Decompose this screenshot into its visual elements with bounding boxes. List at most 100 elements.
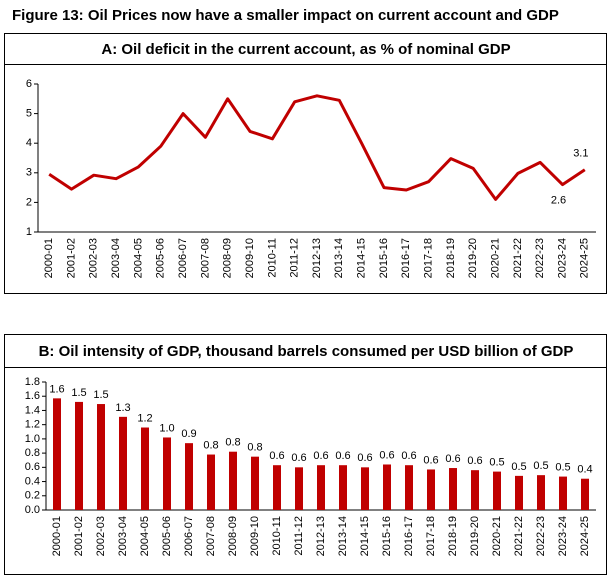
data-label: 0.5 (489, 457, 504, 469)
x-tick-label: 2008-09 (227, 516, 239, 556)
bar (449, 468, 457, 510)
x-tick-label: 2000-01 (51, 516, 63, 556)
data-label: 1.5 (71, 387, 86, 399)
data-label: 0.6 (467, 455, 482, 467)
y-tick-label: 2 (26, 196, 32, 208)
bar (559, 476, 567, 510)
bar (581, 478, 589, 510)
x-tick-label: 2013-14 (337, 516, 349, 556)
data-label: 0.6 (445, 453, 460, 465)
bar (251, 456, 259, 510)
data-label: 1.3 (115, 402, 130, 414)
x-tick-label: 2024-25 (579, 238, 591, 278)
x-tick-label: 2016-17 (400, 238, 412, 278)
data-label: 1.5 (93, 389, 108, 401)
bar (229, 451, 237, 510)
data-label: 0.8 (225, 437, 240, 449)
y-tick-label: 5 (26, 108, 32, 120)
y-tick-label: 0.2 (25, 490, 40, 502)
y-tick-label: 6 (26, 78, 32, 90)
data-label: 0.6 (291, 452, 306, 464)
x-tick-label: 2019-20 (469, 516, 481, 556)
data-label: 0.6 (269, 450, 284, 462)
data-label: 0.9 (181, 428, 196, 440)
x-tick-label: 2007-08 (205, 516, 217, 556)
y-tick-label: 4 (26, 137, 32, 149)
bar (537, 475, 545, 510)
x-tick-label: 2014-15 (359, 516, 371, 556)
x-tick-label: 2004-05 (139, 516, 151, 556)
y-tick-label: 1.0 (25, 433, 40, 445)
bar (163, 437, 171, 510)
data-label: 2.6 (551, 195, 566, 207)
data-label: 0.6 (313, 450, 328, 462)
x-tick-label: 2012-13 (311, 238, 323, 278)
y-tick-label: 0.0 (25, 504, 40, 516)
bar (405, 465, 413, 510)
y-tick-label: 1 (26, 226, 32, 238)
x-tick-label: 2018-19 (447, 516, 459, 556)
x-tick-label: 2006-07 (177, 238, 189, 278)
line (48, 94, 586, 201)
x-tick-label: 2022-23 (535, 516, 547, 556)
x-tick-label: 2023-24 (557, 516, 569, 556)
x-tick-label: 2004-05 (132, 238, 144, 278)
x-tick-label: 2018-19 (445, 238, 457, 278)
data-label: 1.2 (137, 412, 152, 424)
bar (383, 464, 391, 510)
bar (119, 416, 127, 510)
data-label: 1.0 (159, 422, 174, 434)
x-tick-label: 2020-21 (491, 516, 503, 556)
x-tick-label: 2003-04 (117, 516, 129, 556)
x-tick-label: 2015-16 (378, 238, 390, 278)
bar (493, 471, 501, 510)
x-tick-label: 2023-24 (556, 238, 568, 278)
x-tick-label: 2011-12 (289, 238, 301, 278)
x-tick-label: 2011-12 (293, 516, 305, 556)
y-tick-label: 0.6 (25, 461, 40, 473)
bar (273, 465, 281, 510)
data-label: 3.1 (573, 148, 588, 160)
x-tick-label: 2002-03 (88, 238, 100, 278)
data-label: 0.5 (511, 461, 526, 473)
y-tick-label: 1.8 (25, 376, 40, 388)
x-tick-label: 2015-16 (381, 516, 393, 556)
x-tick-label: 2007-08 (199, 238, 211, 278)
x-tick-label: 2010-11 (271, 516, 283, 556)
x-tick-label: 2002-03 (95, 516, 107, 556)
bar (361, 467, 369, 510)
x-tick-label: 2009-10 (244, 238, 256, 278)
data-label: 0.5 (555, 461, 570, 473)
x-tick-label: 2001-02 (65, 238, 77, 278)
x-tick-label: 2014-15 (356, 238, 368, 278)
y-tick-label: 1.6 (25, 390, 40, 402)
data-label: 0.6 (401, 450, 416, 462)
data-label: 0.4 (577, 464, 592, 476)
y-tick-label: 0.4 (25, 475, 40, 487)
data-label: 0.5 (533, 460, 548, 472)
x-tick-label: 2021-22 (512, 238, 524, 278)
bar (317, 465, 325, 510)
x-tick-label: 2001-02 (73, 516, 85, 556)
bar (515, 475, 523, 510)
x-tick-label: 2006-07 (183, 516, 195, 556)
x-tick-label: 2021-22 (513, 516, 525, 556)
bar (339, 465, 347, 510)
y-tick-label: 1.2 (25, 419, 40, 431)
data-label: 0.8 (247, 442, 262, 454)
x-tick-label: 2016-17 (403, 516, 415, 556)
bar (53, 398, 61, 510)
x-tick-label: 2019-20 (467, 238, 479, 278)
panel-b-title: B: Oil intensity of GDP, thousand barrel… (39, 343, 574, 360)
x-tick-label: 2020-21 (489, 238, 501, 278)
x-tick-label: 2009-10 (249, 516, 261, 556)
bar (207, 454, 215, 510)
x-tick-label: 2024-25 (579, 516, 591, 556)
bar (427, 469, 435, 510)
bar (141, 427, 149, 510)
x-tick-label: 2010-11 (266, 238, 278, 278)
x-tick-label: 2012-13 (315, 516, 327, 556)
x-tick-label: 2003-04 (110, 238, 122, 278)
panel-a-title: A: Oil deficit in the current account, a… (101, 41, 510, 58)
